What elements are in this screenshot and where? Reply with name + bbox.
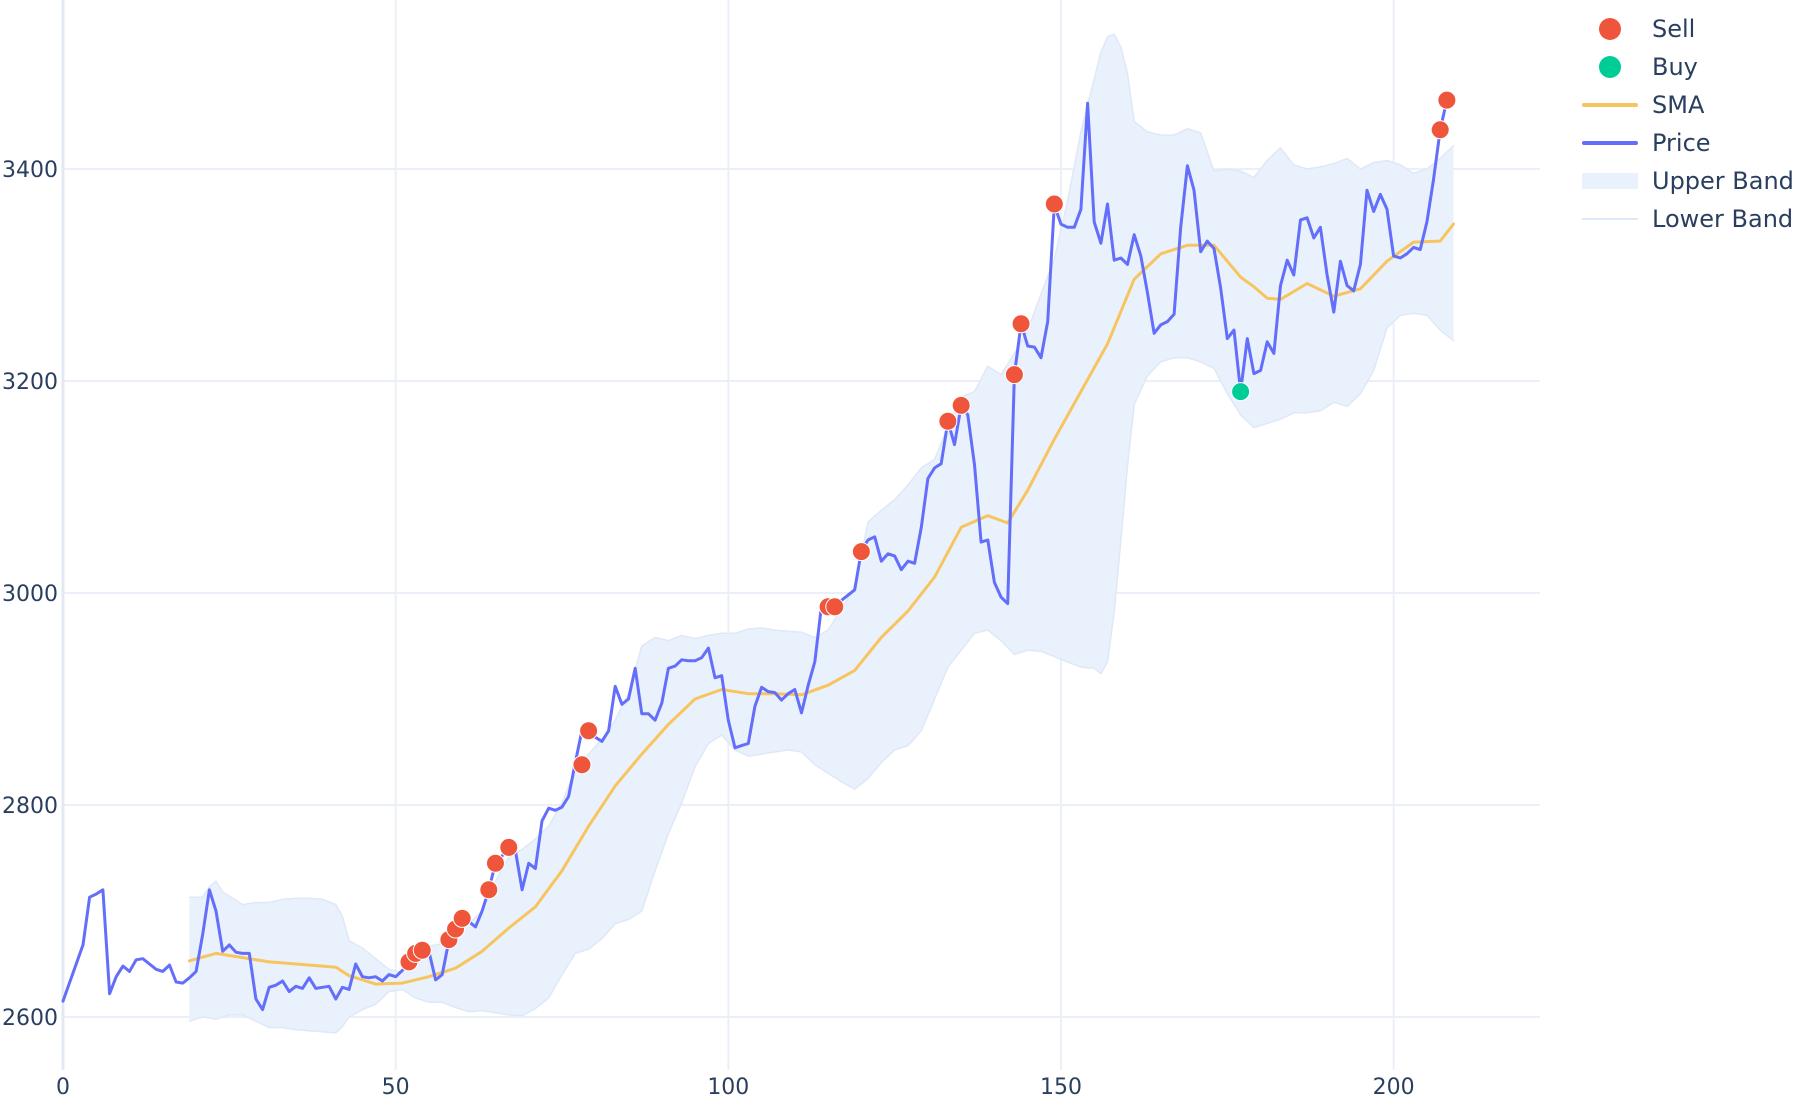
- x-tick-label: 100: [707, 1075, 749, 1100]
- legend-swatch-sell: [1580, 17, 1640, 41]
- sell-marker: [485, 853, 505, 873]
- legend-swatch-price: [1580, 131, 1640, 155]
- sell-marker: [572, 755, 592, 775]
- legend-label-price: Price: [1652, 129, 1711, 157]
- y-tick-label: 3200: [2, 370, 58, 395]
- sell-marker: [412, 940, 432, 960]
- legend-swatch-lower: [1580, 207, 1640, 231]
- legend-symbol-price: [1582, 141, 1638, 145]
- x-tick-label: 0: [56, 1075, 70, 1100]
- sell-marker: [1044, 194, 1064, 214]
- legend-label-lower: Lower Band: [1652, 205, 1794, 233]
- y-tick-label: 2600: [2, 1006, 58, 1031]
- sell-marker: [579, 721, 599, 741]
- band-area: [189, 34, 1454, 1033]
- y-tick-label: 3000: [2, 582, 58, 607]
- x-tick-label: 150: [1040, 1075, 1082, 1100]
- legend-label-sell: Sell: [1652, 15, 1696, 43]
- legend-label-sma: SMA: [1652, 91, 1705, 119]
- legend-symbol-lower: [1582, 218, 1638, 220]
- sell-marker: [851, 542, 871, 562]
- legend-item-price[interactable]: Price: [1580, 124, 1794, 162]
- legend-item-sma[interactable]: SMA: [1580, 86, 1794, 124]
- sma-line: [187, 222, 1455, 986]
- sell-marker: [479, 880, 499, 900]
- bollinger-bands: [189, 34, 1454, 1033]
- sell-marker: [938, 411, 958, 431]
- x-tick-label: 200: [1373, 1075, 1415, 1100]
- legend-label-buy: Buy: [1652, 53, 1698, 81]
- legend-item-upper[interactable]: Upper Band: [1580, 162, 1794, 200]
- sell-marker: [452, 908, 472, 928]
- legend-symbol-buy: [1599, 56, 1621, 78]
- legend-swatch-sma: [1580, 93, 1640, 117]
- sell-marker: [1004, 365, 1024, 385]
- legend-item-lower[interactable]: Lower Band: [1580, 200, 1794, 238]
- legend-symbol-sell: [1599, 18, 1621, 40]
- price-line: [61, 98, 1449, 1012]
- legend-symbol-upper: [1582, 173, 1638, 189]
- sell-marker: [499, 837, 519, 857]
- signal-markers: [399, 90, 1457, 972]
- sell-marker: [1011, 314, 1031, 334]
- legend-item-buy[interactable]: Buy: [1580, 48, 1794, 86]
- y-tick-label: 3400: [2, 158, 58, 183]
- x-tick-label: 50: [382, 1075, 410, 1100]
- legend-symbol-sma: [1582, 103, 1638, 107]
- legend-item-sell[interactable]: Sell: [1580, 10, 1794, 48]
- upper-band-line: [188, 33, 1455, 974]
- sell-marker: [825, 597, 845, 617]
- legend-label-upper: Upper Band: [1652, 167, 1794, 195]
- legend[interactable]: Sell Buy SMA Price Upper Band Lower Band: [1580, 10, 1794, 238]
- sell-marker: [951, 395, 971, 415]
- sell-marker: [1430, 120, 1450, 140]
- grid-lines: [61, 0, 1540, 1070]
- axis-ticks: 2600 2800 3000 3200 3400 0 50 100 150 200: [2, 158, 1415, 1100]
- y-tick-label: 2800: [2, 794, 58, 819]
- lower-band-line: [188, 312, 1455, 1034]
- legend-swatch-upper: [1580, 169, 1640, 193]
- sell-marker: [1437, 90, 1457, 110]
- legend-swatch-buy: [1580, 55, 1640, 79]
- buy-marker: [1231, 382, 1251, 402]
- series-lines: [61, 33, 1455, 1034]
